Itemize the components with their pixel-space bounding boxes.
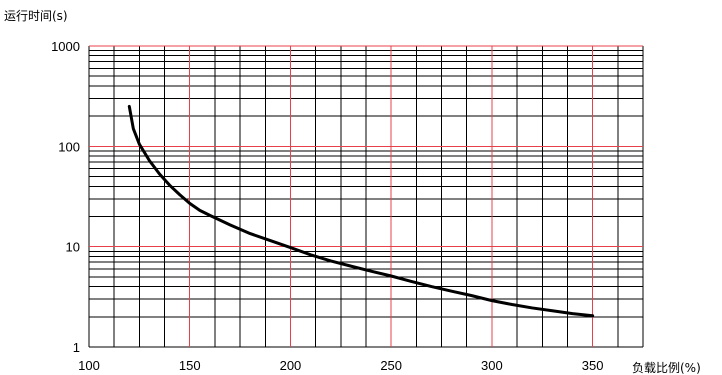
y-tick-label: 100 [58, 139, 80, 154]
x-tick-label: 350 [582, 358, 604, 373]
y-axis-title: 运行时间(s) [4, 9, 68, 23]
x-tick-labels: 100 150 200 250 300 350 [78, 358, 603, 373]
x-tick-label: 200 [280, 358, 302, 373]
run-time-curve [127, 104, 595, 318]
y-tick-label: 10 [66, 240, 80, 255]
major-gridlines [89, 45, 643, 347]
x-tick-label: 100 [78, 358, 100, 373]
x-tick-label: 150 [179, 358, 201, 373]
y-tick-label: 1 [73, 340, 80, 355]
x-axis-title: 负载比例(%) [632, 361, 701, 375]
y-tick-labels: 1 10 100 1000 [51, 39, 80, 355]
y-tick-label: 1000 [51, 39, 80, 54]
minor-gridlines [88, 46, 644, 348]
x-tick-label: 250 [380, 358, 402, 373]
x-tick-label: 300 [481, 358, 503, 373]
